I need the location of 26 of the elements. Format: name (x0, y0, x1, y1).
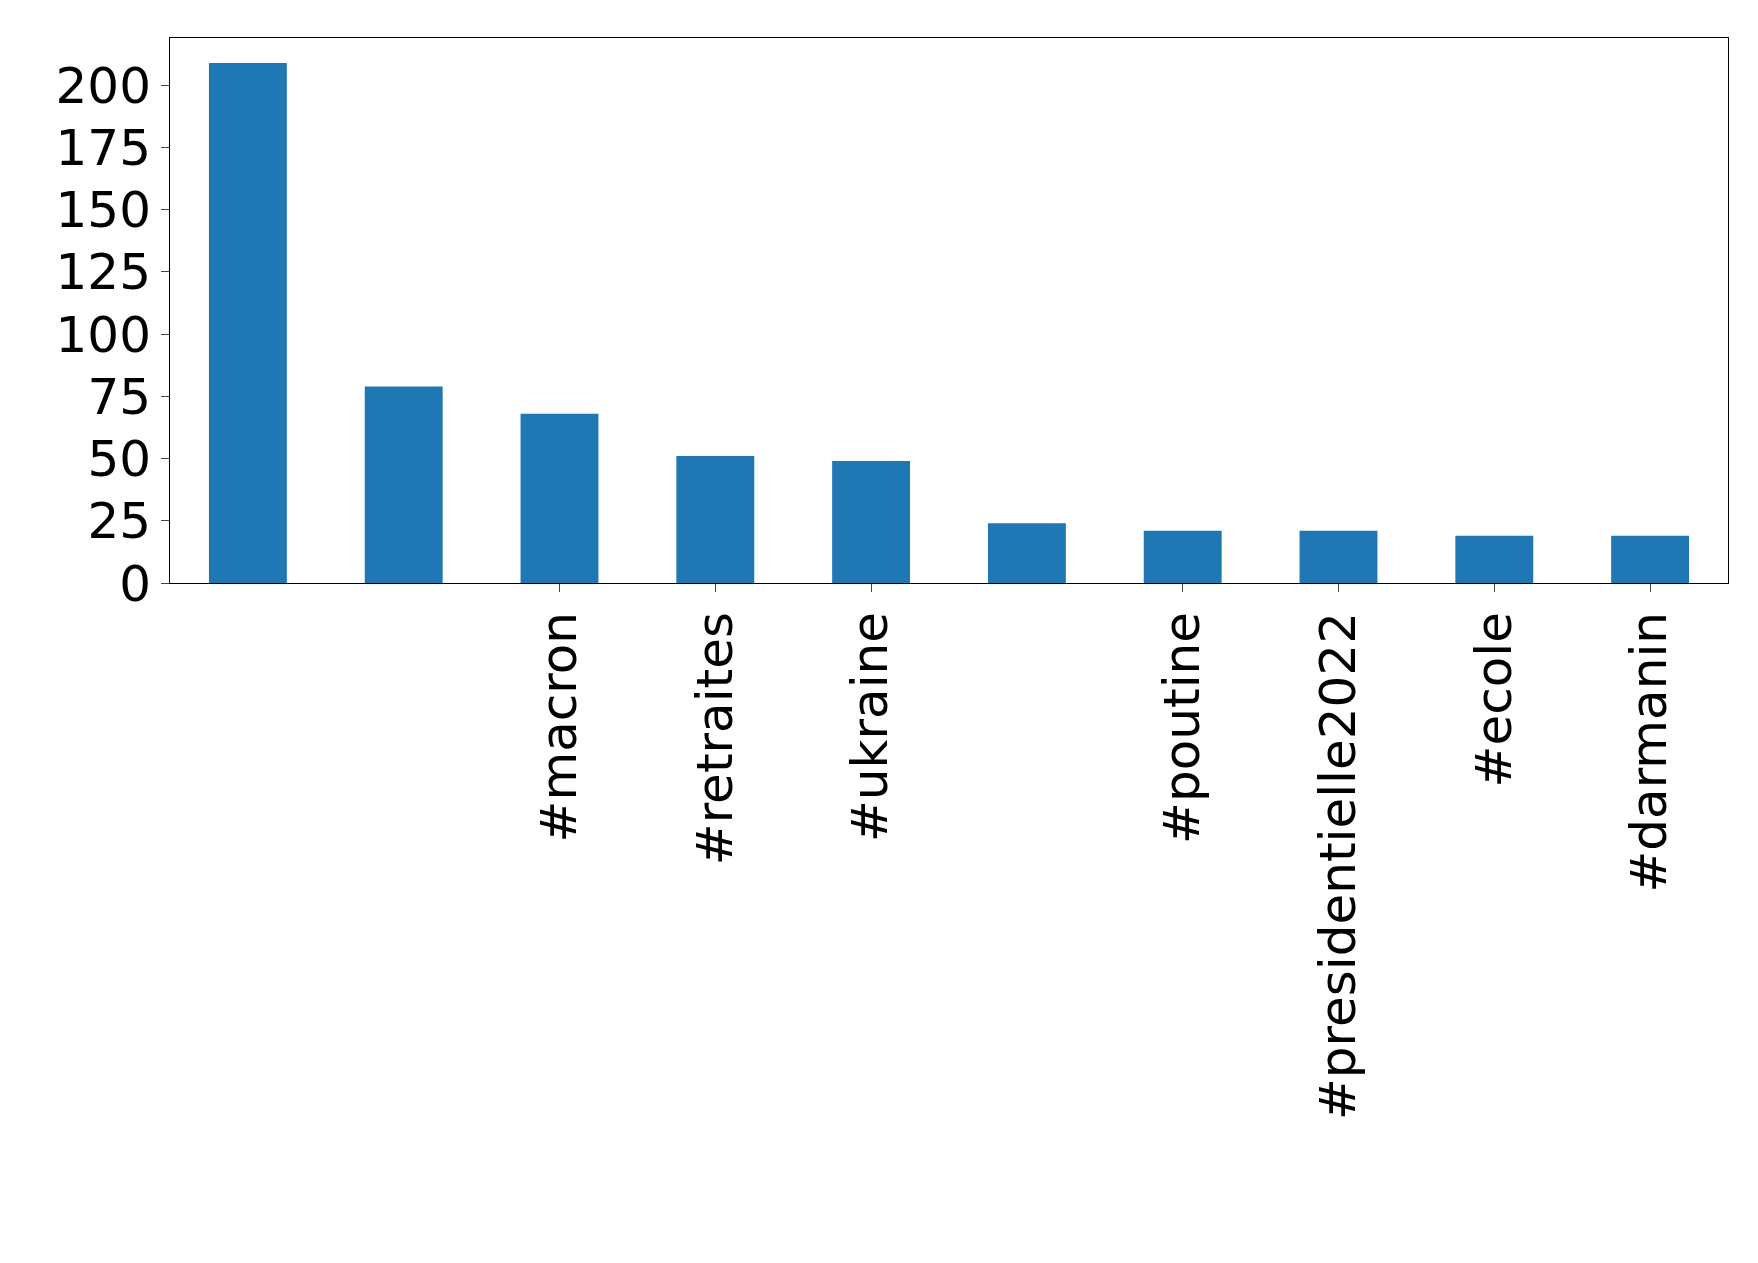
x-tick-label: #poutine (1152, 612, 1211, 844)
bar (1299, 530, 1378, 583)
y-tick-label: 75 (87, 367, 151, 426)
bar (1143, 530, 1222, 583)
y-tick-label: 0 (119, 554, 151, 613)
x-tick-label: #macron (529, 612, 588, 843)
y-tick-label: 25 (87, 492, 151, 551)
y-tick-label: 100 (55, 305, 151, 364)
x-tick-label: #ecole (1464, 612, 1523, 788)
bar (1455, 535, 1534, 583)
y-tick-label: 125 (55, 243, 151, 302)
x-tick-label: #darmanin (1620, 612, 1679, 893)
y-tick-label: 175 (55, 119, 151, 177)
x-tick-label: #retraites (685, 612, 744, 866)
bar (987, 523, 1066, 583)
bar (520, 413, 599, 583)
bar (364, 386, 443, 583)
bar (1611, 535, 1690, 583)
y-tick-label: 200 (55, 56, 151, 115)
x-tick-label: #presidentielle2022 (1308, 612, 1367, 1121)
x-tick-label: #ukraine (841, 612, 900, 843)
bar (676, 456, 755, 583)
y-tick-label: 150 (55, 181, 151, 240)
bar (832, 461, 911, 583)
bar (208, 62, 287, 583)
y-tick-label: 50 (87, 430, 151, 489)
